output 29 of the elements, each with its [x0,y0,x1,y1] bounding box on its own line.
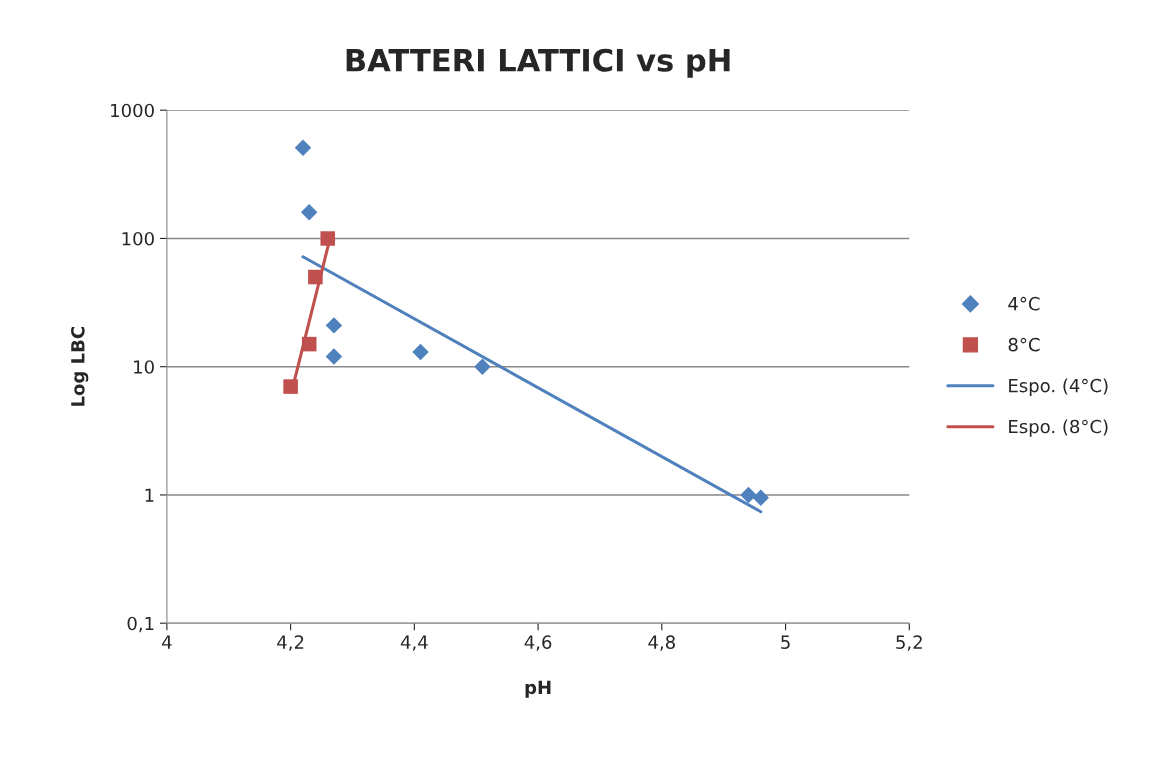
point [752,489,770,507]
y-tick-label: 0,1 [127,616,154,633]
point [294,139,312,156]
point [325,348,343,365]
chart-title: BATTERI LATTICI vs pH [346,48,730,78]
legend-label: 8°C [1008,337,1040,352]
x-tick-label: 5,2 [896,635,922,651]
y-tick-label: 100 [122,231,154,246]
y-tick-label: 1 [145,488,154,502]
y-tick-label: 1000 [111,103,154,118]
point [300,204,318,221]
x-tick-label: 4,6 [524,635,552,651]
x-axis-title: pH [525,680,551,698]
point [283,379,298,394]
legend-label: Espo. (8°C) [1009,419,1108,437]
y-tick-label: 10 [134,360,154,374]
point [412,343,429,361]
x-tick-label: 4 [162,635,172,649]
x-tick-label: 4,2 [277,635,304,651]
x-tick-label: 5 [781,635,790,649]
x-tick-label: 4,8 [648,635,675,651]
legend-label: Espo. (4°C) [1009,378,1108,396]
point [320,231,336,246]
x-tick-label: 4,4 [400,635,428,651]
y-axis-title: Log LBC [71,327,89,406]
point [740,486,757,504]
point [325,317,343,334]
point [474,358,491,375]
legend-label: 4°C [1008,296,1040,311]
